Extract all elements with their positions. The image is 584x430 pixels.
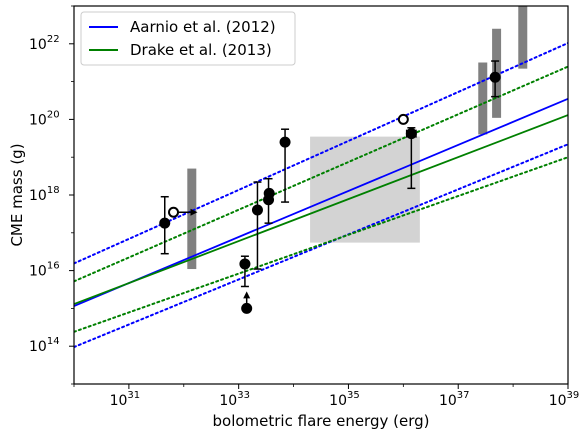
data-point-5 <box>263 187 275 199</box>
legend: Aarnio et al. (2012) Drake et al. (2013) <box>80 11 296 66</box>
data-point-7 <box>405 128 417 140</box>
y-tick-label-3: 1020 <box>29 109 60 128</box>
y-tick-label-4: 1022 <box>29 34 60 53</box>
x-tick-label-3: 1037 <box>439 390 470 409</box>
open-point-10 <box>397 113 409 125</box>
y-axis-label: CME mass (g) <box>8 143 26 246</box>
legend-label-aarnio: Aarnio et al. (2012) <box>130 18 276 36</box>
bound-line-1 <box>74 143 568 349</box>
bound-line-2 <box>74 65 568 283</box>
data-point-3 <box>241 302 253 314</box>
y-tick-label-2: 1018 <box>29 185 60 204</box>
right-arrowhead-9 <box>190 208 198 216</box>
bound-line-3 <box>74 156 568 333</box>
x-tick-label-2: 1035 <box>329 390 360 409</box>
y-tick-label-0: 1014 <box>29 336 60 355</box>
range-bar-3 <box>518 6 528 69</box>
data-point-1 <box>251 204 263 216</box>
shaded-region <box>310 136 420 243</box>
data-point-0 <box>159 217 171 229</box>
range-bar-0 <box>187 168 197 270</box>
x-tick-label-1: 1033 <box>219 390 250 409</box>
plot-area <box>74 6 568 349</box>
open-point-9 <box>168 206 180 218</box>
data-point-8 <box>489 71 501 83</box>
series-line-1 <box>74 114 568 305</box>
data-point-2 <box>239 258 251 270</box>
series-line-0 <box>74 98 568 307</box>
x-tick-label-4: 1039 <box>549 390 580 409</box>
axis-ticks: 1031 1033 1035 1037 1039 1014 1016 1018 1020 1022 <box>29 5 580 409</box>
data-point-6 <box>279 136 291 148</box>
bound-line-0 <box>74 41 568 265</box>
legend-box <box>80 11 296 66</box>
x-tick-label-0: 1031 <box>110 390 141 409</box>
y-tick-label-1: 1016 <box>29 261 60 280</box>
legend-label-drake: Drake et al. (2013) <box>130 41 272 59</box>
x-axis-label: bolometric flare energy (erg) <box>213 412 430 430</box>
limit-arrowhead-3 <box>243 291 251 299</box>
range-bar-1 <box>478 62 488 135</box>
